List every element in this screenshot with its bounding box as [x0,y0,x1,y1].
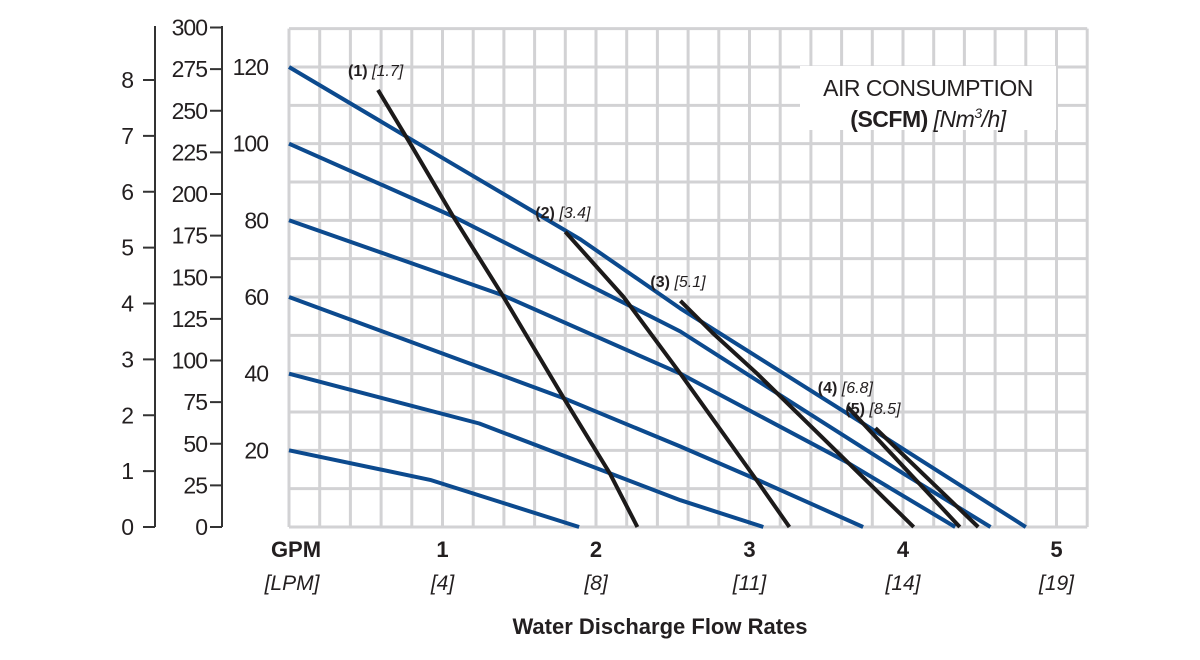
y-axis-psi: 20 40 60 80 100 120 [233,54,270,463]
y-tick-label: 20 [244,437,268,463]
x-tick-label: 4 [897,537,910,562]
y-tick-label: 225 [172,139,208,165]
x-tick-metric-label: [8] [583,572,609,595]
x-axis-title: Water Discharge Flow Rates [512,614,807,639]
air-curve-label: (5) [8.5] [845,401,901,418]
x-tick-metric-label: [19] [1038,572,1075,595]
y-tick-label: 6 [121,179,133,205]
y-tick-label: 275 [172,56,208,82]
pressure-curve [288,295,864,529]
air-consumption-curve [874,426,980,529]
air-curve-label-scfm: (4) [818,380,838,397]
y-tick-label: 150 [172,264,208,290]
y-tick-label: 50 [183,431,207,457]
y-tick-label: 250 [172,98,208,124]
legend-title-line1: AIR CONSUMPTION [823,75,1033,101]
x-tick-metric-label: [4] [430,572,456,595]
air-curve-label-scfm: (5) [845,401,865,418]
y-tick-label: 4 [121,291,134,317]
y-tick-label: 7 [121,123,133,149]
air-consumption-curve [376,88,640,528]
air-consumption-curve [563,230,792,529]
y-tick-label: 40 [244,361,268,387]
axes: 0123456780255075100125150175200225250275… [121,15,270,541]
air-curve-label-scfm: (3) [650,274,670,291]
y-tick-label: 175 [172,223,208,249]
air-curve-labels: (1) [1.7] (2) [3.4] (3) [5.1] (4) [6.8] (5) … [348,63,901,418]
legend-title-line2: (SCFM) [Nm3/h] [850,105,1007,132]
air-curve-label: (3) [5.1] [650,274,706,291]
y-tick-label: 125 [172,306,208,332]
air-curve-label-scfm: (2) [535,205,555,222]
y-tick-label: 200 [172,181,208,207]
x-tick-metric-label: [11] [732,572,768,595]
legend-unit-bold: (SCFM) [850,106,927,132]
y-tick-label: 2 [121,402,133,428]
legend-background [800,66,1056,130]
x-unit-label: GPM [271,537,321,562]
y-tick-label: 120 [233,54,269,80]
y-axis-ft: 0 25 50 75 100 125 150 175 200 225 250 275 300 [172,15,223,540]
air-curve-label: (4) [6.8] [818,380,874,397]
air-curve-label-metric: [5.1] [673,274,706,291]
y-tick-label: 25 [183,472,207,498]
y-tick-label: 5 [121,235,133,261]
x-tick-label: 3 [743,537,755,562]
y-tick-label: 0 [121,514,133,540]
air-consumption-curves [376,88,980,529]
y-tick-label: 75 [183,389,207,415]
x-tick-label: 1 [436,537,448,562]
y-tick-label: 1 [121,458,133,484]
air-curve-label-metric: [8.5] [868,401,901,418]
air-curve-label-scfm: (1) [348,63,368,80]
y-tick-label: 60 [244,284,268,310]
x-tick-label: 5 [1050,537,1062,562]
x-tick-metric-label: [14] [884,572,921,595]
y-tick-label: 100 [233,131,269,157]
x-axis: GPM [LPM] Water Discharge Flow Rates 1 [4… [264,537,1076,639]
air-curve-label-metric: [1.7] [371,63,404,80]
y-tick-label: 300 [172,15,208,41]
air-consumption-curve [678,299,916,529]
air-curve-label-metric: [6.8] [841,380,874,397]
legend-title: AIR CONSUMPTION (SCFM) [Nm3/h] [800,66,1056,132]
air-curve-label: (2) [3.4] [535,205,591,222]
y-tick-label: 100 [172,348,208,374]
y-axis-bar: 0 1 2 3 4 5 6 7 8 [121,26,156,540]
legend-unit-metric: [Nm [933,106,975,132]
pressure-curve [288,448,580,529]
x-tick-label: 2 [590,537,602,562]
air-consumption-curve [846,405,962,529]
y-tick-label: 0 [195,514,207,540]
legend-unit-metric-end: /h] [980,106,1007,132]
y-tick-label: 80 [244,207,268,233]
legend-unit-sup: 3 [974,105,982,121]
y-tick-label: 8 [121,67,133,93]
x-unit-metric-label: [LPM] [264,572,321,595]
y-tick-label: 3 [121,346,133,372]
air-curve-label: (1) [1.7] [348,63,404,80]
air-curve-label-metric: [3.4] [558,205,591,222]
